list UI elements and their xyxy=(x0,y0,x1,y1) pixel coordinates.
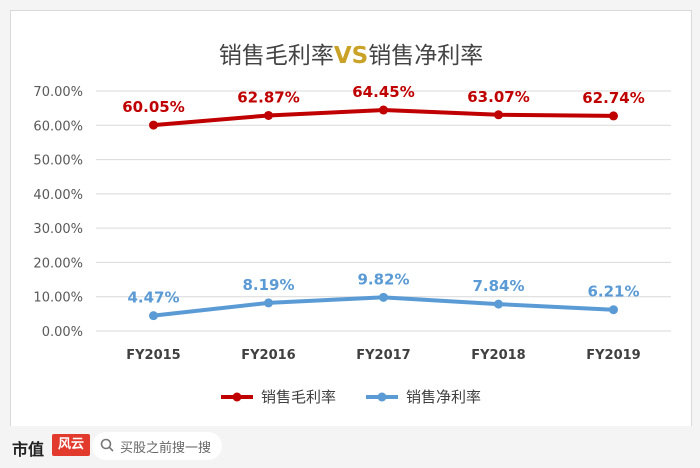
chart-title-part-2: 销售净利率 xyxy=(368,43,483,69)
data-label: 4.47% xyxy=(127,289,179,307)
y-tick-label: 50.00% xyxy=(33,154,83,169)
chart-card: 销售毛利率VS销售净利率 0.00% 10.00% 20.00% 30.00% 40.0… xyxy=(10,10,692,427)
y-tick-label: 70.00% xyxy=(33,85,83,100)
chart-title: 销售毛利率VS销售净利率 xyxy=(219,43,483,69)
data-point xyxy=(609,111,618,121)
y-tick-label: 30.00% xyxy=(33,222,83,237)
data-label: 60.05% xyxy=(122,98,184,116)
data-point xyxy=(494,299,503,309)
data-label: 7.84% xyxy=(472,277,524,295)
y-axis-ticks: 0.00% 10.00% 20.00% 30.00% 40.00% 50.00% 60.00… xyxy=(33,85,83,340)
data-point xyxy=(379,105,388,115)
legend: 销售毛利率 销售净利率 xyxy=(221,388,481,406)
y-tick-label: 10.00% xyxy=(33,291,83,306)
x-tick-label: FY2018 xyxy=(471,348,525,363)
y-tick-label: 60.00% xyxy=(33,119,83,134)
y-tick-label: 20.00% xyxy=(33,256,83,271)
x-tick-label: FY2016 xyxy=(241,348,295,363)
legend-swatch-marker xyxy=(377,392,387,402)
search-icon xyxy=(100,438,114,452)
data-label: 9.82% xyxy=(357,270,409,288)
grid-lines xyxy=(96,90,671,332)
data-label: 62.87% xyxy=(237,88,299,106)
data-point xyxy=(379,292,388,302)
data-label: 64.45% xyxy=(352,83,414,101)
data-point xyxy=(264,298,273,308)
brand-logo: 市值 xyxy=(12,440,45,459)
data-point xyxy=(494,110,503,120)
data-point xyxy=(264,110,273,120)
data-point xyxy=(609,305,618,315)
legend-swatch-marker xyxy=(232,392,242,402)
series-layer: 60.05% 62.87% 64.45% 63.07% 62.74% 4.47% 8.19%… xyxy=(122,83,645,321)
y-tick-label: 0.00% xyxy=(42,325,83,340)
x-tick-label: FY2019 xyxy=(586,348,640,363)
data-label: 8.19% xyxy=(242,276,294,294)
legend-label: 销售毛利率 xyxy=(261,388,336,406)
chart-title-part-1: 销售毛利率 xyxy=(219,43,334,69)
data-point xyxy=(149,311,158,321)
footer-bar: 市值 风云 买股之前搜一搜 xyxy=(0,426,700,468)
x-tick-label: FY2017 xyxy=(356,348,410,363)
line-chart: 销售毛利率VS销售净利率 0.00%10.00%20.00%30.00%40.0… xyxy=(33,43,671,406)
x-tick-label: FY2015 xyxy=(126,348,180,363)
search-box[interactable]: 买股之前搜一搜 xyxy=(92,432,222,460)
data-label: 6.21% xyxy=(587,283,639,301)
legend-label: 销售净利率 xyxy=(406,388,481,406)
data-label: 62.74% xyxy=(582,89,644,107)
brand-stamp-logo: 风云 xyxy=(52,434,90,456)
x-axis-ticks: FY2015 FY2016 FY2017 FY2018 FY2019 xyxy=(126,348,640,363)
data-point xyxy=(149,120,158,130)
chart-title-vs: VS xyxy=(334,43,368,69)
data-label: 63.07% xyxy=(467,88,529,106)
search-input[interactable]: 买股之前搜一搜 xyxy=(120,441,212,456)
y-tick-label: 40.00% xyxy=(33,188,83,203)
